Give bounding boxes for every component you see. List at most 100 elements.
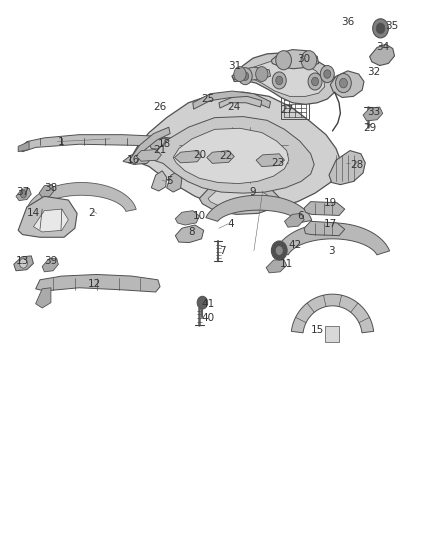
Polygon shape: [39, 184, 54, 197]
Polygon shape: [199, 180, 280, 214]
Polygon shape: [149, 138, 182, 150]
Circle shape: [272, 241, 287, 260]
Circle shape: [301, 51, 317, 70]
Text: 29: 29: [363, 123, 376, 133]
Text: 20: 20: [193, 150, 206, 160]
Text: 27: 27: [280, 104, 293, 115]
Polygon shape: [35, 288, 51, 308]
Polygon shape: [175, 211, 199, 225]
Text: 6: 6: [297, 211, 304, 221]
Text: 23: 23: [272, 158, 285, 168]
Text: 30: 30: [297, 54, 311, 64]
Text: 4: 4: [228, 219, 234, 229]
Circle shape: [234, 67, 246, 82]
Text: 10: 10: [193, 211, 206, 221]
Polygon shape: [151, 171, 166, 191]
Polygon shape: [256, 154, 285, 166]
Text: 31: 31: [228, 61, 241, 70]
Polygon shape: [363, 107, 383, 121]
Circle shape: [19, 259, 27, 268]
Polygon shape: [206, 195, 312, 223]
Polygon shape: [14, 256, 33, 271]
Circle shape: [336, 74, 351, 93]
Polygon shape: [27, 182, 136, 212]
Text: 19: 19: [324, 198, 337, 208]
Text: 35: 35: [385, 21, 398, 31]
Polygon shape: [42, 258, 58, 272]
Text: 16: 16: [127, 155, 141, 165]
Circle shape: [20, 190, 26, 198]
Polygon shape: [130, 127, 170, 165]
Polygon shape: [208, 185, 272, 210]
Text: 13: 13: [16, 256, 29, 266]
Polygon shape: [272, 50, 318, 69]
Polygon shape: [232, 67, 271, 80]
Polygon shape: [123, 154, 151, 165]
Polygon shape: [193, 91, 271, 109]
Circle shape: [276, 76, 283, 85]
Text: 25: 25: [201, 94, 215, 104]
Text: 21: 21: [153, 144, 167, 155]
Polygon shape: [304, 221, 345, 236]
Text: 37: 37: [16, 187, 29, 197]
Text: 22: 22: [219, 151, 232, 161]
Polygon shape: [219, 96, 262, 108]
Polygon shape: [304, 201, 345, 215]
Text: 34: 34: [376, 43, 389, 52]
Text: 18: 18: [158, 139, 171, 149]
Circle shape: [276, 246, 283, 255]
Polygon shape: [244, 60, 325, 96]
Text: 11: 11: [280, 259, 293, 269]
Circle shape: [320, 66, 334, 83]
Text: 24: 24: [228, 102, 241, 112]
Circle shape: [256, 67, 268, 82]
Circle shape: [197, 296, 208, 309]
Text: 40: 40: [201, 312, 215, 322]
Circle shape: [308, 73, 322, 90]
Polygon shape: [153, 117, 314, 193]
Polygon shape: [130, 92, 340, 209]
Polygon shape: [276, 223, 390, 255]
Circle shape: [276, 51, 291, 70]
Polygon shape: [35, 274, 160, 292]
Text: 9: 9: [250, 187, 256, 197]
Text: 1: 1: [57, 136, 64, 147]
Polygon shape: [266, 259, 287, 273]
Text: 3: 3: [328, 246, 335, 255]
Polygon shape: [330, 71, 364, 98]
Circle shape: [324, 70, 331, 78]
Polygon shape: [174, 151, 201, 163]
Text: 8: 8: [188, 227, 195, 237]
Polygon shape: [136, 150, 161, 161]
Polygon shape: [175, 225, 204, 243]
Circle shape: [242, 72, 249, 80]
Polygon shape: [16, 188, 31, 200]
Text: 5: 5: [166, 176, 173, 187]
Polygon shape: [33, 209, 68, 232]
Text: 14: 14: [27, 208, 40, 219]
Circle shape: [373, 19, 389, 38]
Polygon shape: [285, 213, 304, 227]
Polygon shape: [291, 294, 374, 333]
Text: 33: 33: [367, 107, 381, 117]
Circle shape: [339, 78, 347, 88]
Polygon shape: [173, 128, 289, 183]
Polygon shape: [370, 44, 395, 66]
Circle shape: [272, 72, 286, 89]
Text: 17: 17: [324, 219, 337, 229]
Polygon shape: [232, 53, 337, 104]
Text: 38: 38: [44, 183, 58, 193]
Text: 12: 12: [88, 279, 101, 288]
Polygon shape: [18, 142, 29, 152]
Text: 42: 42: [289, 240, 302, 250]
Text: 15: 15: [311, 325, 324, 335]
Polygon shape: [166, 172, 182, 192]
Circle shape: [376, 23, 385, 34]
Text: 32: 32: [367, 68, 381, 77]
Polygon shape: [207, 151, 234, 164]
Text: 36: 36: [341, 17, 354, 27]
Polygon shape: [329, 151, 365, 184]
Text: 7: 7: [219, 246, 226, 255]
Polygon shape: [325, 326, 339, 342]
Text: 26: 26: [153, 102, 167, 112]
